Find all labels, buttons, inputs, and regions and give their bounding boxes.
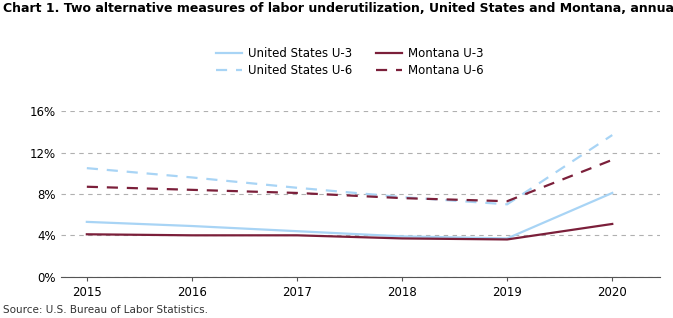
Text: Source: U.S. Bureau of Labor Statistics.: Source: U.S. Bureau of Labor Statistics. [3, 305, 209, 315]
Text: Chart 1. Two alternative measures of labor underutilization, United States and M: Chart 1. Two alternative measures of lab… [3, 2, 673, 15]
Legend: United States U-3, United States U-6, Montana U-3, Montana U-6: United States U-3, United States U-6, Mo… [216, 47, 484, 77]
